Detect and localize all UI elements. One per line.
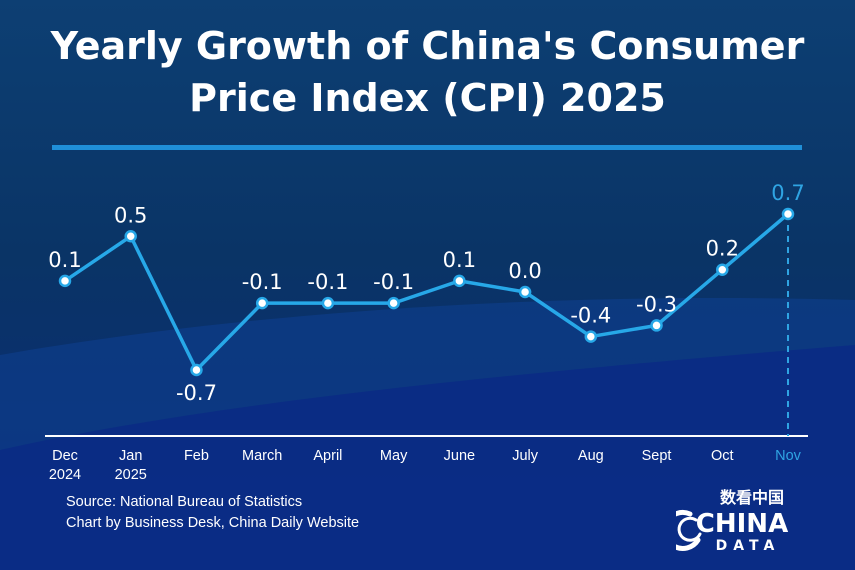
data-label: 0.7	[771, 181, 804, 205]
x-tick-label: Oct	[711, 448, 734, 464]
data-label: 0.1	[48, 248, 81, 272]
data-label: 0.1	[443, 248, 476, 272]
data-point	[190, 363, 203, 377]
chart-title-line-2: Price Index (CPI) 2025	[189, 76, 666, 120]
x-tick-label: 2025	[115, 467, 147, 483]
data-label: -0.1	[242, 270, 283, 294]
data-label: -0.3	[636, 292, 677, 316]
series-line	[64, 212, 790, 372]
logo-top-text: 数看中国	[720, 488, 784, 507]
data-point	[255, 296, 269, 310]
x-tick-label: Nov	[775, 448, 802, 464]
x-tick-label: 2024	[49, 467, 81, 483]
data-point	[321, 296, 335, 310]
data-label: -0.1	[373, 270, 414, 294]
data-label: 0.5	[114, 203, 147, 227]
x-tick-label: Sept	[642, 448, 672, 464]
china-data-logo: 数看中国 CHINA DATA	[676, 488, 788, 554]
x-tick-label: March	[242, 448, 282, 464]
x-tick-label: Jan	[119, 448, 142, 464]
x-tick-label: Feb	[184, 448, 209, 464]
title-divider	[52, 145, 802, 150]
x-tick-label: April	[313, 448, 342, 464]
x-tick-label: Dec	[52, 448, 78, 464]
data-label: -0.7	[176, 381, 217, 405]
data-point	[650, 319, 663, 332]
data-point	[453, 274, 466, 288]
chart-title-line-1: Yearly Growth of China's Consumer	[50, 24, 805, 68]
data-label: -0.4	[570, 304, 611, 328]
x-tick-label: June	[444, 448, 475, 464]
x-tick-label: May	[380, 448, 408, 464]
x-tick-label: July	[512, 448, 539, 464]
data-point	[387, 296, 400, 310]
data-point	[584, 330, 598, 343]
logo-swoosh-icon	[676, 509, 701, 551]
data-point	[124, 230, 137, 243]
source-note: Source: National Bureau of Statistics	[66, 494, 303, 510]
data-label: 0.2	[706, 237, 739, 261]
data-point	[716, 263, 729, 276]
data-point	[781, 207, 795, 221]
logo-main-text: CHINA	[696, 509, 788, 539]
credit-note: Chart by Business Desk, China Daily Webs…	[66, 515, 360, 531]
data-point	[58, 274, 72, 288]
data-label: -0.1	[307, 270, 348, 294]
data-point	[518, 285, 532, 299]
x-tick-label: Aug	[578, 448, 604, 464]
logo-sub-text: DATA	[716, 538, 781, 554]
data-label: 0.0	[508, 259, 541, 283]
